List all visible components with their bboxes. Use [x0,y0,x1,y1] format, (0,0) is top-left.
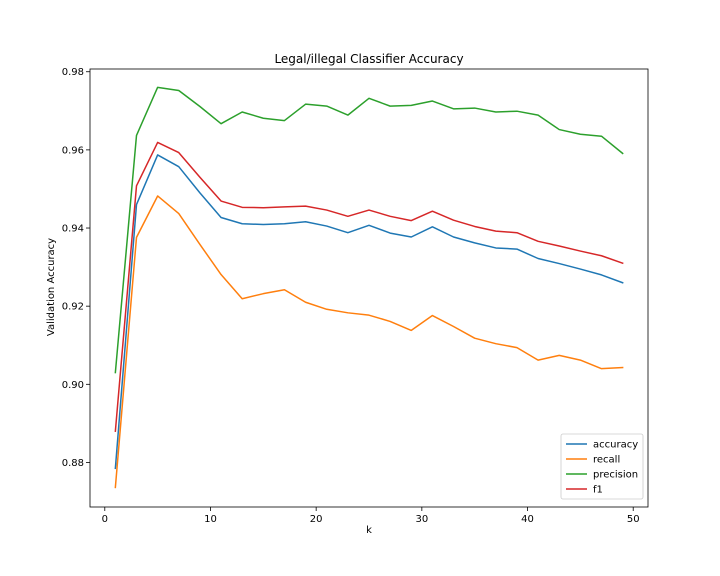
axes-layer: 0 10 20 30 40 50 0.88 0.90 0.92 0.94 0.96 0.98 [62,67,649,525]
y-axis-label: Validation Accuracy [46,238,57,336]
x-tick-label: 40 [521,514,534,525]
x-tick-label: 30 [415,514,428,525]
legend-box [560,433,644,500]
series-line-precision [114,86,624,374]
y-tick-label: 0.88 [62,458,84,469]
x-tick-label: 20 [310,514,323,525]
y-tick-label: 0.92 [62,302,84,313]
series-line-recall [114,195,624,489]
legend-label-precision: precision [593,470,638,481]
series-line-f1 [114,141,624,433]
x-axis-label: k [366,525,372,536]
legend: accuracy recall precision f1 [560,433,644,500]
x-tick-label: 50 [627,514,640,525]
y-tick-label: 0.96 [62,145,84,156]
series-layer [114,86,624,489]
legend-label-accuracy: accuracy [593,440,638,451]
legend-label-recall: recall [593,455,620,466]
x-tick-label: 10 [204,514,217,525]
x-tick-label: 0 [102,514,108,525]
y-tick-label: 0.98 [62,67,84,78]
legend-label-f1: f1 [593,485,603,496]
y-tick-label: 0.90 [62,380,84,391]
plot-frame [89,68,649,508]
series-line-accuracy [114,154,624,470]
chart-title: Legal/illegal Classifier Accuracy [274,52,463,66]
y-tick-label: 0.94 [62,224,84,235]
